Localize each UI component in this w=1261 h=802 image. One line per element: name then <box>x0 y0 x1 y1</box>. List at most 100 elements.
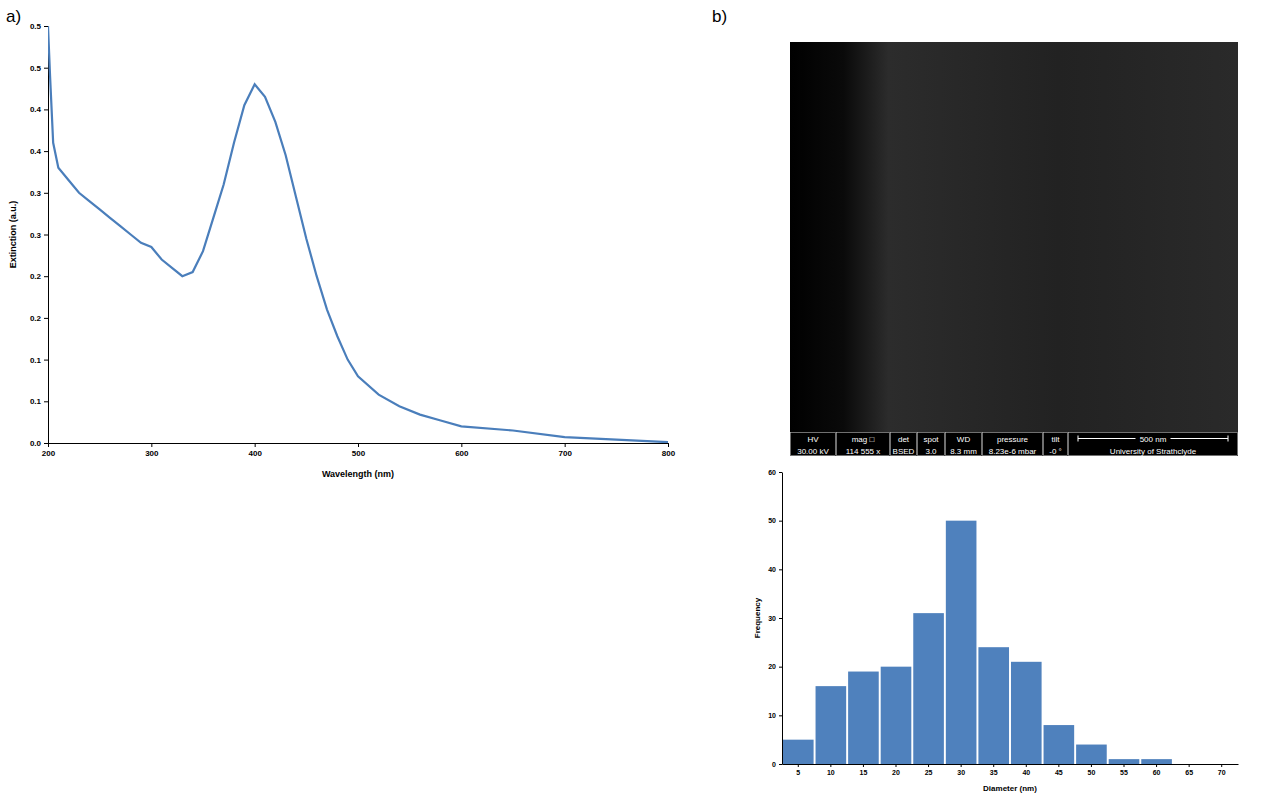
bar <box>978 647 1009 764</box>
tick-mark <box>461 443 462 447</box>
tick: 0.1 <box>30 356 48 365</box>
tick-mark <box>779 715 782 716</box>
tick: 400 <box>248 443 262 458</box>
plot-area <box>783 521 1172 764</box>
info-cell <box>791 433 836 456</box>
tick-label: 0.4 <box>30 105 42 114</box>
tick: 300 <box>145 443 159 458</box>
plot-area <box>48 26 668 442</box>
info-label: HV <box>807 435 819 444</box>
tick-mark <box>779 764 782 765</box>
info-value: 3.0 <box>925 447 937 456</box>
tick-mark <box>44 235 48 236</box>
tick-label: 500 <box>352 449 366 458</box>
axis-line <box>48 27 49 444</box>
tick-mark <box>779 472 782 473</box>
tick: 0.0 <box>30 439 48 448</box>
tick-mark <box>255 443 256 447</box>
tick-mark <box>44 276 48 277</box>
tick: 0.5 <box>30 64 48 73</box>
info-cell <box>1044 433 1068 456</box>
tick: 35 <box>990 764 998 776</box>
tick-mark <box>44 193 48 194</box>
info-label: tilt <box>1052 435 1061 444</box>
tick: 40 <box>768 566 782 573</box>
tick-label: 0.4 <box>30 147 42 156</box>
tick-label: 65 <box>1185 769 1193 776</box>
tick-label: 20 <box>892 769 900 776</box>
tick-mark <box>44 68 48 69</box>
info-value: 8.23e-6 mbar <box>989 447 1037 456</box>
axis-line <box>783 764 1239 765</box>
bar <box>1109 759 1140 764</box>
tick-label: 25 <box>925 769 933 776</box>
tick-label: 0.1 <box>30 356 42 365</box>
info-cell <box>891 433 917 456</box>
tick-mark <box>779 521 782 522</box>
institution: University of Strathclyde <box>1110 447 1197 456</box>
scale-bar <box>1078 438 1135 439</box>
x-axis-title: Diameter (nm) <box>983 784 1037 793</box>
tick: 0.2 <box>30 314 48 323</box>
panel-label: b) <box>712 7 727 26</box>
x-axis-title: Wavelength (nm) <box>322 469 394 479</box>
info-cell <box>983 433 1043 456</box>
tick: 5 <box>796 764 800 776</box>
tick-mark <box>896 764 897 767</box>
tick-mark <box>151 443 152 447</box>
tick-label: 0.2 <box>30 314 42 323</box>
bar <box>1141 759 1172 764</box>
tick-mark <box>798 764 799 767</box>
tick-label: 0.3 <box>30 231 42 240</box>
info-label: det <box>898 435 910 444</box>
tick-mark <box>44 318 48 319</box>
axis: 0.00.10.10.20.20.30.30.40.40.50.5 <box>30 22 49 448</box>
tick-label: 30 <box>957 769 965 776</box>
tick-label: 55 <box>1120 769 1128 776</box>
tick-label: 0.5 <box>30 22 42 31</box>
tick-label: 10 <box>768 712 776 719</box>
bar <box>1044 725 1075 764</box>
figure: a)b)2003004005006007008000.00.10.10.20.2… <box>0 0 1261 802</box>
tick-label: 20 <box>768 663 776 670</box>
tick-mark <box>779 618 782 619</box>
tick-label: 35 <box>990 769 998 776</box>
tick: 0.5 <box>30 22 48 31</box>
data-line <box>48 26 668 442</box>
bar <box>913 613 944 764</box>
tick-label: 0.1 <box>30 397 42 406</box>
scale-bar-label: 500 nm <box>1140 435 1167 444</box>
tick: 50 <box>1088 764 1096 776</box>
tick-mark <box>1026 764 1027 767</box>
tick-label: 50 <box>1088 769 1096 776</box>
axis: 0102030405060 <box>768 469 782 768</box>
scale-bar-end <box>1228 436 1229 442</box>
tick: 15 <box>860 764 868 776</box>
info-value: 114 555 x <box>846 447 881 456</box>
tick-mark <box>1221 764 1222 767</box>
bar <box>1076 745 1107 764</box>
tick: 40 <box>1022 764 1030 776</box>
bar <box>848 672 879 764</box>
bar <box>1011 662 1042 764</box>
tick-mark <box>863 764 864 767</box>
info-cell <box>918 433 945 456</box>
tick: 10 <box>768 712 782 719</box>
tick-label: 0.0 <box>30 439 42 448</box>
tick-mark <box>358 443 359 447</box>
bar <box>783 740 814 764</box>
info-bar <box>790 432 1238 456</box>
tick-mark <box>928 764 929 767</box>
tick-mark <box>961 764 962 767</box>
tick: 500 <box>352 443 366 458</box>
tick-label: 30 <box>768 615 776 622</box>
tick: 60 <box>768 469 782 476</box>
tick-mark <box>44 443 48 444</box>
tick-mark <box>1156 764 1157 767</box>
info-label: pressure <box>997 435 1029 444</box>
tick: 0.2 <box>30 272 48 281</box>
tick-mark <box>48 443 49 447</box>
tick-mark <box>44 151 48 152</box>
tick-label: 5 <box>796 769 800 776</box>
bar <box>946 521 977 764</box>
